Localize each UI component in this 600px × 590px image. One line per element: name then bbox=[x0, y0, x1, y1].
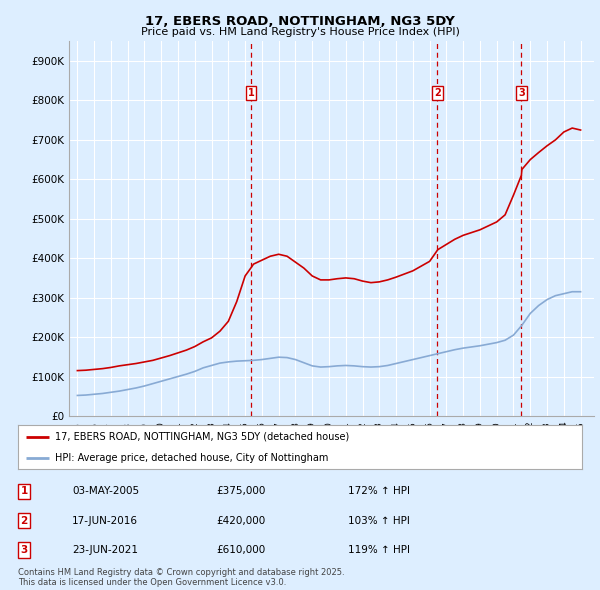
Text: 119% ↑ HPI: 119% ↑ HPI bbox=[348, 545, 410, 555]
Text: 172% ↑ HPI: 172% ↑ HPI bbox=[348, 486, 410, 496]
Text: 03-MAY-2005: 03-MAY-2005 bbox=[72, 486, 139, 496]
Text: 2: 2 bbox=[434, 87, 441, 97]
Text: 23-JUN-2021: 23-JUN-2021 bbox=[72, 545, 138, 555]
Text: 17, EBERS ROAD, NOTTINGHAM, NG3 5DY: 17, EBERS ROAD, NOTTINGHAM, NG3 5DY bbox=[145, 15, 455, 28]
Text: 3: 3 bbox=[20, 545, 28, 555]
Text: 2: 2 bbox=[20, 516, 28, 526]
Text: 1: 1 bbox=[247, 87, 254, 97]
Text: 3: 3 bbox=[518, 87, 525, 97]
Text: £375,000: £375,000 bbox=[216, 486, 265, 496]
Text: 103% ↑ HPI: 103% ↑ HPI bbox=[348, 516, 410, 526]
Text: 1: 1 bbox=[20, 486, 28, 496]
Text: £610,000: £610,000 bbox=[216, 545, 265, 555]
Text: Contains HM Land Registry data © Crown copyright and database right 2025.
This d: Contains HM Land Registry data © Crown c… bbox=[18, 568, 344, 587]
Text: Price paid vs. HM Land Registry's House Price Index (HPI): Price paid vs. HM Land Registry's House … bbox=[140, 27, 460, 37]
Text: HPI: Average price, detached house, City of Nottingham: HPI: Average price, detached house, City… bbox=[55, 453, 328, 463]
Text: 17-JUN-2016: 17-JUN-2016 bbox=[72, 516, 138, 526]
Text: £420,000: £420,000 bbox=[216, 516, 265, 526]
Text: 17, EBERS ROAD, NOTTINGHAM, NG3 5DY (detached house): 17, EBERS ROAD, NOTTINGHAM, NG3 5DY (det… bbox=[55, 432, 349, 442]
